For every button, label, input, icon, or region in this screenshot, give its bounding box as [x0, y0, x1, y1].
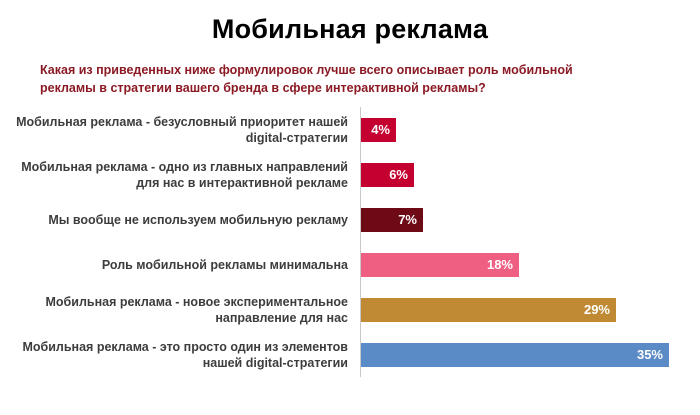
chart-row: Мы вообще не используем мобильную реклам…: [0, 197, 690, 243]
category-label: Мобильная реклама - одно из главных напр…: [21, 159, 348, 190]
bar-area: 4%: [360, 107, 690, 153]
bar-area: 18%: [360, 242, 690, 288]
bar-area: 6%: [360, 152, 690, 198]
chart-subtitle: Какая из приведенных ниже формулировок л…: [40, 63, 573, 96]
bar-area: 7%: [360, 197, 690, 243]
bar-value-label: 18%: [486, 257, 513, 273]
bar-value-label: 4%: [371, 122, 390, 138]
chart-row: Мобильная реклама - это просто один из э…: [0, 332, 690, 378]
bar: 4%: [361, 117, 396, 142]
bar-area: 29%: [360, 287, 690, 333]
chart-row: Роль мобильной рекламы минимальна 18%: [0, 242, 690, 288]
bar-area: 35%: [360, 332, 690, 378]
bar: 6%: [361, 162, 414, 187]
chart-row: Мобильная реклама - одно из главных напр…: [0, 152, 690, 198]
bar-value-label: 29%: [583, 302, 610, 318]
bar-value-label: 7%: [398, 212, 417, 228]
bar-chart: Мобильная реклама - безусловный приорите…: [0, 107, 700, 378]
chart-title: Мобильная реклама: [211, 14, 489, 44]
category-label: Роль мобильной рекламы минимальна: [101, 257, 348, 272]
category-label: Мобильная реклама - безусловный приорите…: [16, 114, 348, 145]
bar: 7%: [361, 207, 423, 232]
chart-row: Мобильная реклама - безусловный приорите…: [0, 107, 690, 153]
category-label: Мы вообще не используем мобильную реклам…: [48, 212, 348, 227]
bar: 35%: [361, 342, 669, 367]
chart-row: Мобильная реклама - новое эксперименталь…: [0, 287, 690, 333]
bar-value-label: 6%: [389, 167, 408, 183]
category-label: Мобильная реклама - новое эксперименталь…: [45, 294, 349, 325]
bar: 29%: [361, 297, 616, 322]
category-label: Мобильная реклама - это просто один из э…: [22, 339, 348, 370]
bar: 18%: [361, 252, 519, 277]
bar-value-label: 35%: [636, 347, 663, 363]
